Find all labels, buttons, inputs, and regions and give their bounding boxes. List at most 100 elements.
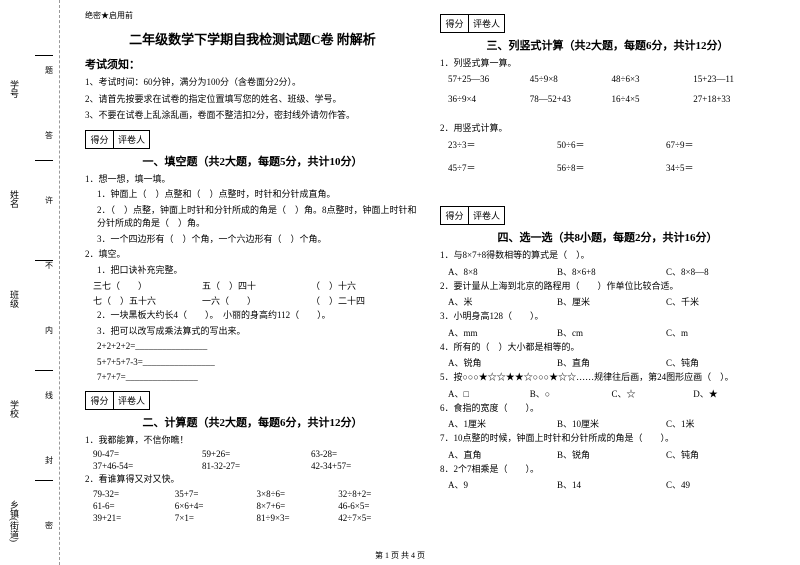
s4q8: 8．2个7相乘是（ ）。 [440,463,775,477]
s4q6: 6．食指的宽度（ ）。 [440,402,775,416]
blank: 七（ ）五十六 [93,294,202,307]
secret-label: 绝密★启用前 [85,10,420,21]
seal-mark: 题 [45,65,53,76]
s2q1r2: 37+46-54= 81-32-27= 42-34+57= [85,461,420,471]
s2q2r2: 61-6= 6×6+4= 8×7+6= 46-6×5= [85,501,420,511]
reviewer-label: 评卷人 [469,207,504,224]
calc: 78—52+43 [530,94,612,104]
s4q5o: A、□ B、○ C、☆ D、★ [440,387,775,400]
calc: 15+23—11 [693,74,775,84]
calc: 8×7+6= [257,501,339,511]
opt: C、m [666,326,775,339]
s4q8o: A、9 B、14 C、49 [440,478,775,491]
score-box: 得分 评卷人 [440,206,505,225]
s2q2r1: 79-32= 35+7= 3×8÷6= 32÷8+2= [85,489,420,499]
reviewer-label: 评卷人 [114,131,149,148]
opt: C、千米 [666,295,775,308]
notice-2: 2、请首先按要求在试卷的指定位置填写您的姓名、班级、学号。 [85,93,420,107]
page-footer: 第 1 页 共 4 页 [0,550,800,561]
binding-margin: 乡镇(街道) 学校 班级 姓名 学号 密 封 线 内 不 许 答 题 [0,0,60,565]
s4q4: 4．所有的（ ）大小都是相等的。 [440,341,775,355]
s3q1r2: 36÷9×4 78—52+43 16÷4×5 27+18+33 [440,94,775,104]
score-box: 得分 评卷人 [440,14,505,33]
opt: B、锐角 [557,448,666,461]
reviewer-label: 评卷人 [469,15,504,32]
opt: C、钝角 [666,356,775,369]
opt: B、厘米 [557,295,666,308]
s3q2: 2．用竖式计算。 [440,122,775,136]
s4q7: 7．10点整的时候，钟面上时针和分针所成的角是（ ）。 [440,432,775,446]
calc: 56÷8＝ [557,161,666,174]
opt: B、cm [557,326,666,339]
opt: C、1米 [666,417,775,430]
left-column: 绝密★启用前 二年级数学下学期自我检测试题C卷 附解析 考试须知： 1、考试时间… [75,10,430,560]
calc: 63-28= [311,449,420,459]
s4q2: 2．要计量从上海到北京的路程用（ ）作单位比较合适。 [440,280,775,294]
calc: 45÷7＝ [448,161,557,174]
opt: C、钝角 [666,448,775,461]
calc: 42÷7×5= [338,513,420,523]
calc: 81÷9×3= [257,513,339,523]
blank: 三七（ ） [93,279,202,292]
binding-line [35,55,53,56]
calc: 42-34+57= [311,461,420,471]
s2q2r3: 39+21= 7×1= 81÷9×3= 42÷7×5= [85,513,420,523]
s4q1: 1．与8×7+8得数相等的算式是（ ）。 [440,249,775,263]
binding-line [35,160,53,161]
content-area: 绝密★启用前 二年级数学下学期自我检测试题C卷 附解析 考试须知： 1、考试时间… [60,0,800,565]
s2q1: 1．我都能算，不信你瞧！ [85,434,420,448]
s3q1: 1．列竖式算一算。 [440,57,775,71]
binding-line [35,370,53,371]
s4q7o: A、直角 B、锐角 C、钝角 [440,448,775,461]
calc: 39+21= [93,513,175,523]
calc: 50÷6＝ [557,138,666,151]
opt: B、○ [530,387,612,400]
q1: 1．想一想，填一填。 [85,173,420,187]
calc: 81-32-27= [202,461,311,471]
calc: 67÷9＝ [666,138,775,151]
calc: 23÷3＝ [448,138,557,151]
q2-1-row2: 七（ ）五十六 一六（ ） （ ）二十四 [85,294,420,307]
seal-mark: 内 [45,325,53,336]
notice-3: 3、不要在试卷上乱涂乱画，卷面不整洁扣2分，密封线外请勿作答。 [85,109,420,123]
calc: 45÷9×8 [530,74,612,84]
score-label: 得分 [441,15,469,32]
calc: 59+26= [202,449,311,459]
s2q2: 2．看谁算得又对又快。 [85,473,420,487]
opt: A、mm [448,326,557,339]
binding-line [35,480,53,481]
opt: B、直角 [557,356,666,369]
opt: D、★ [693,387,775,400]
binding-label-class: 班级 [8,290,21,308]
calc: 57+25—36 [448,74,530,84]
seal-mark: 线 [45,390,53,401]
section-4-title: 四、选一选（共8小题，每题2分，共计16分） [440,229,775,245]
q1-2: 2．（ ）点整，钟面上时针和分针所成的角是（ ）角。8点整时，钟面上时针和分针所… [85,204,420,231]
score-box: 得分 评卷人 [85,130,150,149]
q1-1: 1．钟面上（ ）点整和（ ）点整时，时针和分针成直角。 [85,188,420,202]
s3q2r2: 45÷7＝ 56÷8＝ 34÷5＝ [440,161,775,174]
q2-3: 3．把可以改写成乘法算式的写出来。 [85,325,420,339]
opt: A、米 [448,295,557,308]
score-label: 得分 [86,131,114,148]
calc: 32÷8+2= [338,489,420,499]
reviewer-label: 评卷人 [114,392,149,409]
calc: 36÷9×4 [448,94,530,104]
blank: （ ）十六 [311,279,420,292]
s4q2o: A、米 B、厘米 C、千米 [440,295,775,308]
seal-mark: 密 [45,520,53,531]
calc: 48÷6×3 [612,74,694,84]
right-column: 得分 评卷人 三、列竖式计算（共2大题，每题6分，共计12分） 1．列竖式算一算… [430,10,785,560]
q2-3c: 7+7+7=________________ [85,371,420,385]
s4q4o: A、锐角 B、直角 C、钝角 [440,356,775,369]
s4q3o: A、mm B、cm C、m [440,326,775,339]
binding-label-township: 乡镇(街道) [8,500,21,542]
score-label: 得分 [86,392,114,409]
section-3-title: 三、列竖式计算（共2大题，每题6分，共计12分） [440,37,775,53]
calc: 90-47= [93,449,202,459]
section-2-title: 二、计算题（共2大题，每题6分，共计12分） [85,414,420,430]
seal-mark: 封 [45,455,53,466]
calc: 3×8÷6= [257,489,339,499]
s3q1r1: 57+25—36 45÷9×8 48÷6×3 15+23—11 [440,74,775,84]
q2-3b: 5+7+5+7-3=________________ [85,356,420,370]
